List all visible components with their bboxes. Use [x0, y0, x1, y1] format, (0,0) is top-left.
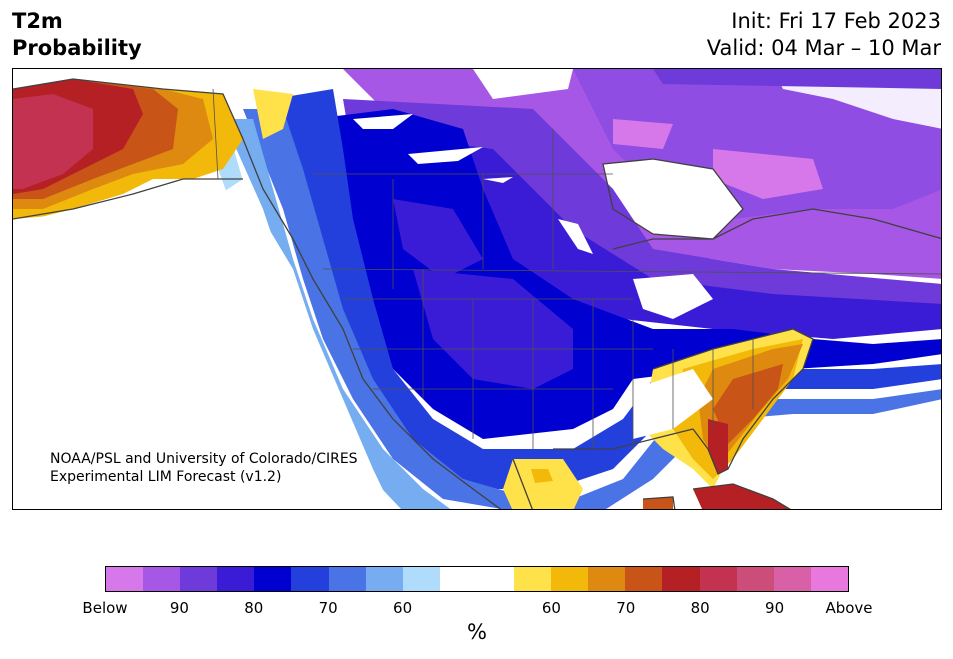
colorbar-tick-label: Below — [82, 599, 128, 617]
colorbar-swatch — [365, 567, 403, 591]
map-canvas — [13, 69, 941, 509]
colorbar-swatch — [551, 567, 589, 591]
colorbar-units: % — [467, 620, 487, 644]
colorbar-tick-label: 70 — [616, 599, 636, 617]
colorbar-swatch — [625, 567, 663, 591]
colorbar-swatch — [439, 567, 477, 591]
valid-date: Valid: 04 Mar – 10 Mar — [706, 36, 941, 60]
title-line-2: Probability — [12, 36, 142, 60]
colorbar-tick-label: 90 — [765, 599, 785, 617]
colorbar-swatch — [106, 567, 144, 591]
colorbar-swatch — [476, 567, 515, 591]
colorbar-swatch — [662, 567, 700, 591]
colorbar-swatch — [328, 567, 366, 591]
colorbar-tick-label: Above — [825, 599, 873, 617]
init-date: Init: Fri 17 Feb 2023 — [731, 9, 941, 33]
colorbar — [105, 566, 849, 592]
colorbar-tick-label: 70 — [318, 599, 338, 617]
map-title: T2m Probability — [12, 8, 142, 62]
colorbar-swatch — [291, 567, 329, 591]
colorbar-swatch — [810, 567, 848, 591]
colorbar-swatch — [773, 567, 811, 591]
title-line-1: T2m — [12, 9, 63, 33]
credit-line-2: Experimental LIM Forecast (v1.2) — [50, 469, 282, 485]
colorbar-swatch — [699, 567, 737, 591]
credit-text: NOAA/PSL and University of Colorado/CIRE… — [50, 450, 358, 486]
colorbar-tick-label: 60 — [393, 599, 413, 617]
colorbar-tick-label: 80 — [244, 599, 264, 617]
credit-line-1: NOAA/PSL and University of Colorado/CIRE… — [50, 451, 358, 467]
forecast-dates: Init: Fri 17 Feb 2023 Valid: 04 Mar – 10… — [707, 8, 941, 62]
colorbar-swatch — [588, 567, 626, 591]
colorbar-tick-label: 60 — [541, 599, 561, 617]
colorbar-swatch — [736, 567, 774, 591]
colorbar-tick-label: 80 — [690, 599, 710, 617]
colorbar-swatch — [217, 567, 255, 591]
colorbar-tick-label: 90 — [169, 599, 189, 617]
colorbar-swatch — [402, 567, 440, 591]
colorbar-swatch — [180, 567, 218, 591]
colorbar-swatch — [143, 567, 181, 591]
colorbar-swatch — [254, 567, 292, 591]
colorbar-swatch — [514, 567, 552, 591]
probability-map: NOAA/PSL and University of Colorado/CIRE… — [12, 68, 942, 510]
